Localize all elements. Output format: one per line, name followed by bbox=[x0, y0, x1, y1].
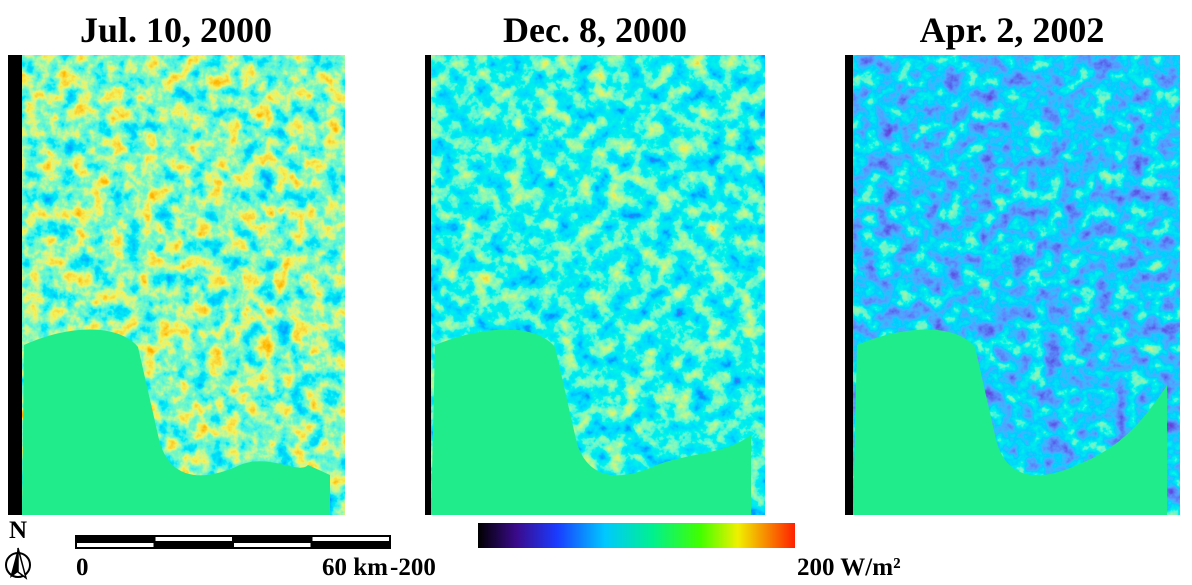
north-label: N bbox=[9, 517, 27, 544]
colorbar-min: -200 bbox=[390, 554, 436, 581]
scale-end: 60 km bbox=[322, 554, 388, 581]
colorbar bbox=[478, 523, 795, 548]
panel-title: Jul. 10, 2000 bbox=[80, 10, 272, 50]
panel-title: Apr. 2, 2002 bbox=[920, 10, 1105, 50]
figure: Jul. 10, 2000 Dec. 8, 2000 Apr. 2, 2002 … bbox=[0, 0, 1192, 585]
colorbar-max: 200 W/m² bbox=[797, 554, 901, 581]
scale-start: 0 bbox=[76, 554, 89, 581]
panel-title: Dec. 8, 2000 bbox=[503, 10, 687, 50]
scale-bar bbox=[76, 536, 390, 548]
image-panel bbox=[8, 55, 345, 515]
image-panel bbox=[425, 55, 765, 515]
image-panel bbox=[845, 55, 1180, 515]
north-arrow bbox=[6, 548, 30, 578]
